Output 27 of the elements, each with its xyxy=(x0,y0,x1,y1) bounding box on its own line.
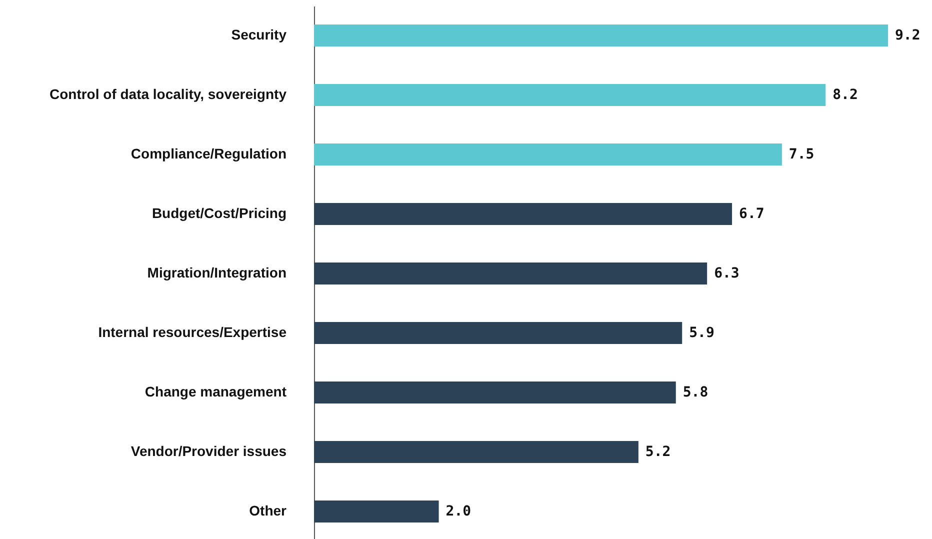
data-label: 2.0 xyxy=(446,504,472,520)
data-label: 6.3 xyxy=(714,266,740,282)
bar xyxy=(314,500,439,523)
bar xyxy=(314,441,638,464)
data-label: 5.2 xyxy=(645,444,671,460)
bar xyxy=(314,382,676,404)
y-tick-label: Control of data locality, sovereignty xyxy=(49,86,287,102)
y-tick-label: Budget/Cost/Pricing xyxy=(152,204,286,221)
data-label: 8.2 xyxy=(832,86,858,103)
data-label: 7.5 xyxy=(788,146,814,162)
y-tick-label: Vendor/Provider issues xyxy=(130,443,287,460)
data-label: 5.9 xyxy=(689,325,714,342)
bar xyxy=(314,202,732,225)
bar xyxy=(314,322,682,344)
data-label: 5.8 xyxy=(682,384,708,401)
bar xyxy=(314,84,826,106)
bar xyxy=(314,143,782,166)
y-tick-label: Other xyxy=(249,502,288,519)
data-label: 6.7 xyxy=(739,206,764,222)
y-tick-label: Migration/Integration xyxy=(147,264,286,280)
data-label: 9.2 xyxy=(895,27,920,44)
y-tick-label: Internal resources/Expertise xyxy=(98,324,287,340)
y-tick-label: Change management xyxy=(144,384,287,400)
bar xyxy=(314,262,708,285)
y-tick-label: Compliance/Regulation xyxy=(130,145,286,162)
y-tick-label: Security xyxy=(231,26,287,42)
bar xyxy=(314,24,888,46)
